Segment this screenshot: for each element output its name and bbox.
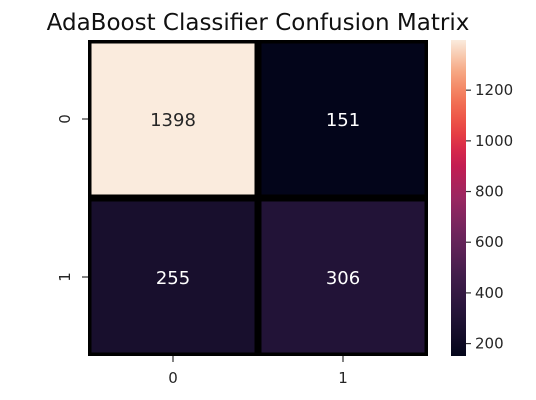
colorbar-gradient (451, 40, 466, 356)
cell-value-label: 255 (156, 268, 190, 289)
colorbar-tick-label: 400 (475, 284, 504, 302)
heatmap-cells: 1398 151 255 306 (88, 40, 428, 356)
heatmap-cell (261, 201, 425, 353)
chart-title: AdaBoost Classifier Confusion Matrix (47, 10, 470, 36)
cell-value-label: 306 (326, 268, 360, 289)
cell-value-label: 1398 (150, 110, 196, 131)
x-tick-label: 1 (338, 369, 348, 387)
y-tick-label: 1 (56, 272, 74, 282)
colorbar-tick-label: 800 (475, 183, 504, 201)
x-tick-label: 0 (168, 369, 178, 387)
colorbar-tick-label: 1200 (475, 81, 513, 99)
colorbar: 200 400 600 800 1000 1200 (451, 40, 513, 356)
colorbar-tick-label: 600 (475, 233, 504, 251)
y-axis: 01 (56, 114, 88, 282)
colorbar-tick-label: 200 (475, 335, 504, 353)
heatmap-cell (261, 43, 425, 195)
heatmap-cell (91, 43, 255, 195)
cell-value-label: 151 (326, 110, 360, 131)
heatmap-cell (91, 201, 255, 353)
colorbar-tick-label: 1000 (475, 132, 513, 150)
y-tick-label: 0 (56, 114, 74, 124)
